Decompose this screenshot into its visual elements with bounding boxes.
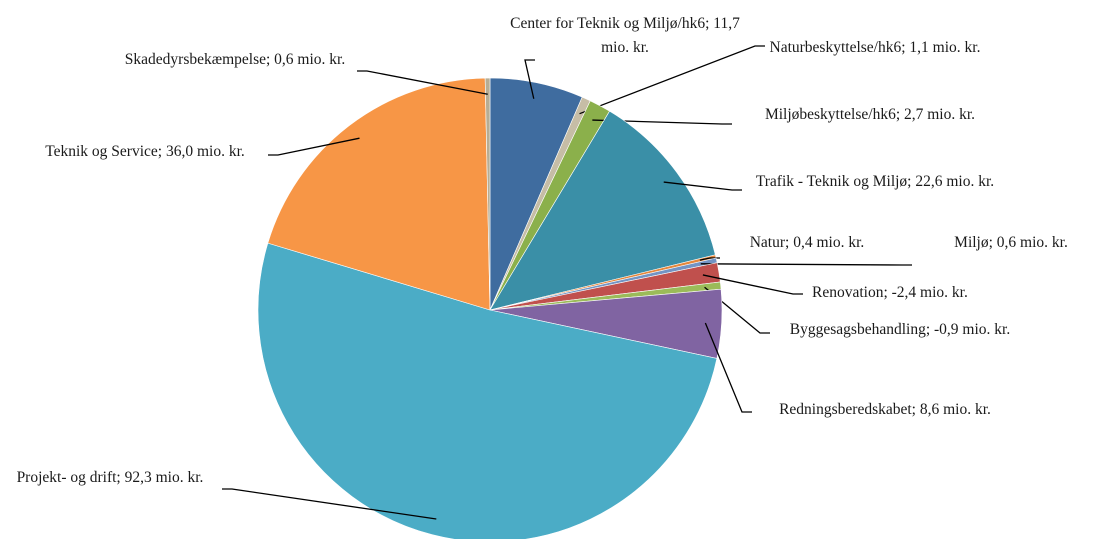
data-label: Teknik og Service; 36,0 mio. kr. (45, 143, 245, 160)
data-label: Naturbeskyttelse/hk6; 1,1 mio. kr. (769, 39, 981, 56)
data-label: Miljøbeskyttelse/hk6; 2,7 mio. kr. (764, 106, 976, 123)
leader-line (524, 59, 535, 99)
leader-line (592, 119, 732, 125)
data-label: Miljø; 0,6 mio. kr. (954, 234, 1068, 251)
data-label: Projekt- og drift; 92,3 mio. kr. (16, 469, 204, 486)
leader-line (663, 181, 742, 191)
pie-slice (257, 242, 718, 539)
leader-line (579, 45, 765, 115)
pie-slice (484, 77, 491, 311)
data-label: Skadedyrsbekæmpelse; 0,6 mio. kr. (124, 51, 346, 68)
pie-slice (267, 77, 491, 311)
leader-line (704, 322, 752, 413)
data-label: Center for Teknik og Miljø/hk6; 11,7 mio… (510, 15, 740, 56)
leader-line (700, 263, 912, 266)
leader-line (702, 274, 803, 295)
leader-line (268, 137, 360, 156)
leader-line (357, 70, 488, 95)
data-label: Redningsberedskabet; 8,6 mio. kr. (779, 401, 991, 418)
data-label: Natur; 0,4 mio. kr. (749, 234, 865, 251)
leader-line (222, 488, 437, 520)
leader-line (704, 286, 770, 334)
leader-line (699, 257, 720, 261)
pie-slice (489, 110, 716, 311)
data-label: Trafik - Teknik og Miljø; 22,6 mio. kr. (755, 173, 995, 190)
data-label: Renovation; -2,4 mio. kr. (812, 284, 968, 301)
data-label: Byggesagsbehandling; -0,9 mio. kr. (789, 321, 1011, 338)
